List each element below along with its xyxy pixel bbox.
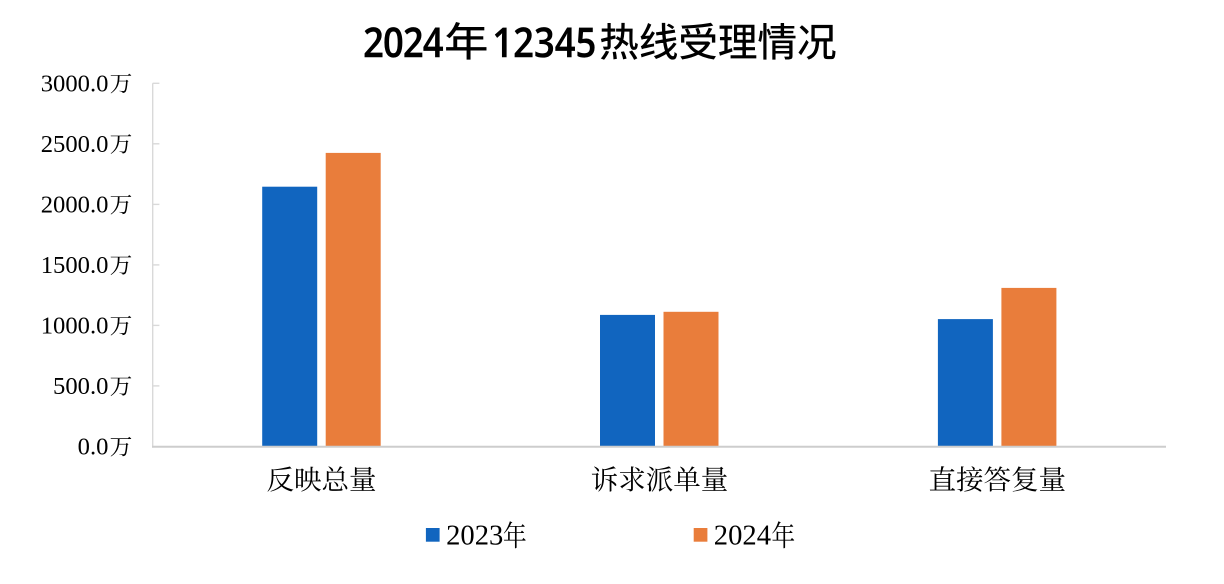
svg-text:2023: 2023 <box>446 521 503 552</box>
svg-text:2000.0: 2000.0 <box>41 192 109 219</box>
svg-text:1500.0: 1500.0 <box>41 252 109 279</box>
svg-text:1000.0: 1000.0 <box>41 313 109 340</box>
svg-text:500.0: 500.0 <box>53 373 108 400</box>
svg-text:2500.0: 2500.0 <box>41 131 109 158</box>
svg-text:3000.0: 3000.0 <box>41 71 109 98</box>
svg-text:0.0: 0.0 <box>78 434 109 461</box>
svg-text:2024: 2024 <box>714 521 771 552</box>
